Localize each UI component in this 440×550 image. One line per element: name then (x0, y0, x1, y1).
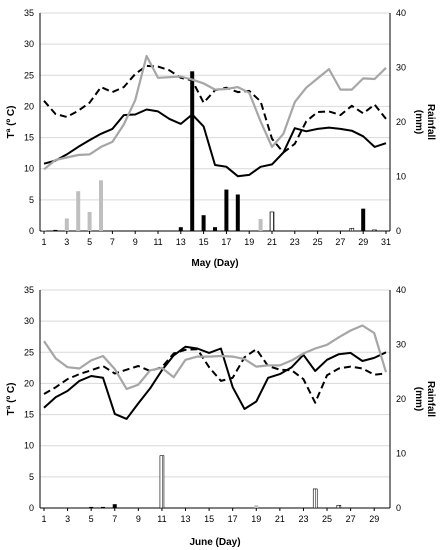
rainfall-bar-black (89, 506, 94, 508)
rainfall-bar-black (112, 504, 117, 508)
y2-tick-label: 20 (396, 117, 406, 127)
y2-tick-label: 0 (396, 503, 401, 513)
y-tick-label: 20 (24, 378, 34, 388)
rainfall-bar-hatched (269, 211, 275, 232)
y-tick-label: 25 (24, 347, 34, 357)
x-tick-label: 1 (41, 514, 46, 524)
x-tick-label: 19 (244, 237, 254, 247)
rainfall-bar-black (100, 506, 105, 508)
rainfall-bar-gray (87, 211, 92, 231)
temperature-line-gray (43, 54, 387, 171)
y-tick-label: 15 (24, 410, 34, 420)
y-tick-label: 20 (24, 101, 34, 111)
y2-tick-label: 20 (396, 394, 406, 404)
temperature-line-gray (43, 324, 388, 391)
x-tick-label: 27 (335, 237, 345, 247)
y-tick-label: 30 (24, 316, 34, 326)
x-tick-label: 25 (313, 237, 323, 247)
y-tick-label: 25 (24, 70, 34, 80)
x-tick-label: 21 (267, 237, 277, 247)
x-tick-label: 25 (322, 514, 332, 524)
rainfall-bar-black (201, 215, 206, 231)
y-tick-label: 10 (24, 441, 34, 451)
y-tick-label: 5 (29, 195, 34, 205)
x-tick-label: 5 (87, 237, 92, 247)
y2-tick-label: 10 (396, 172, 406, 182)
y-tick-label: 0 (29, 503, 34, 513)
x-tick-label: 27 (346, 514, 356, 524)
y-tick-label: 30 (24, 39, 34, 49)
x-tick-label: 1 (41, 237, 46, 247)
rainfall-bar-hatched (349, 227, 355, 232)
y2-axis-title: Rainfall(mm) (413, 381, 436, 417)
y2-tick-label: 10 (396, 449, 406, 459)
x-tick-label: 15 (204, 514, 214, 524)
y2-tick-label: 30 (396, 340, 406, 350)
rainfall-bar-hatched (312, 488, 318, 509)
y-tick-label: 35 (24, 8, 34, 18)
rainfall-bar-black (190, 71, 195, 231)
temperature-line-solid (43, 345, 387, 420)
rainfall-bar-hatched (372, 229, 377, 232)
x-tick-label: 17 (221, 237, 231, 247)
x-tick-label: 7 (110, 237, 115, 247)
rainfall-bar-gray (254, 505, 259, 508)
y-tick-label: 35 (24, 285, 34, 295)
x-tick-label: 21 (275, 514, 285, 524)
x-tick-label: 9 (136, 514, 141, 524)
rainfall-bar-black (361, 208, 366, 231)
x-tick-label: 29 (358, 237, 368, 247)
x-tick-label: 17 (228, 514, 238, 524)
temperature-line-solid (43, 108, 387, 178)
y-tick-label: 0 (29, 226, 34, 236)
y-tick-label: 5 (29, 472, 34, 482)
y-tick-label: 10 (24, 164, 34, 174)
x-tick-label: 7 (112, 514, 117, 524)
x-tick-label: 13 (176, 237, 186, 247)
x-axis-title: June (Day) (189, 537, 240, 548)
temperature-line-dashed (43, 348, 387, 404)
rainfall-bar-black (213, 227, 217, 231)
y2-tick-label: 40 (396, 8, 406, 18)
y-tick-label: 15 (24, 133, 34, 143)
rainfall-bar-black (235, 194, 240, 231)
y2-tick-label: 40 (396, 285, 406, 295)
rainfall-bar-black (224, 189, 229, 231)
y-axis-title: Tª (º C) (6, 106, 17, 139)
rainfall-bar-hatched (159, 455, 165, 509)
x-tick-label: 9 (133, 237, 138, 247)
x-tick-label: 23 (290, 237, 300, 247)
rainfall-bar-gray (258, 219, 263, 231)
x-tick-label: 11 (157, 514, 166, 524)
x-tick-label: 15 (199, 237, 209, 247)
x-tick-label: 23 (298, 514, 308, 524)
rainfall-bar-black (53, 229, 58, 231)
x-tick-label: 29 (369, 514, 379, 524)
rainfall-bar-black (178, 227, 183, 231)
y-axis-title: Tª (º C) (6, 383, 17, 416)
x-tick-label: 3 (64, 237, 69, 247)
rainfall-bar-gray (42, 229, 46, 231)
rainfall-bar-gray (64, 218, 69, 231)
rainfall-bar-hatched (336, 504, 342, 509)
x-tick-label: 11 (153, 237, 162, 247)
y2-tick-label: 0 (396, 226, 401, 236)
x-tick-label: 3 (65, 514, 70, 524)
rainfall-bar-gray (76, 191, 81, 231)
x-tick-label: 5 (89, 514, 94, 524)
x-tick-label: 13 (181, 514, 191, 524)
y2-tick-label: 30 (396, 63, 406, 73)
x-tick-label: 31 (381, 237, 391, 247)
x-axis-title: May (Day) (191, 258, 238, 269)
rainfall-bar-gray (99, 180, 103, 231)
y2-axis-title: Rainfall(mm) (413, 104, 436, 140)
x-tick-label: 19 (251, 514, 261, 524)
